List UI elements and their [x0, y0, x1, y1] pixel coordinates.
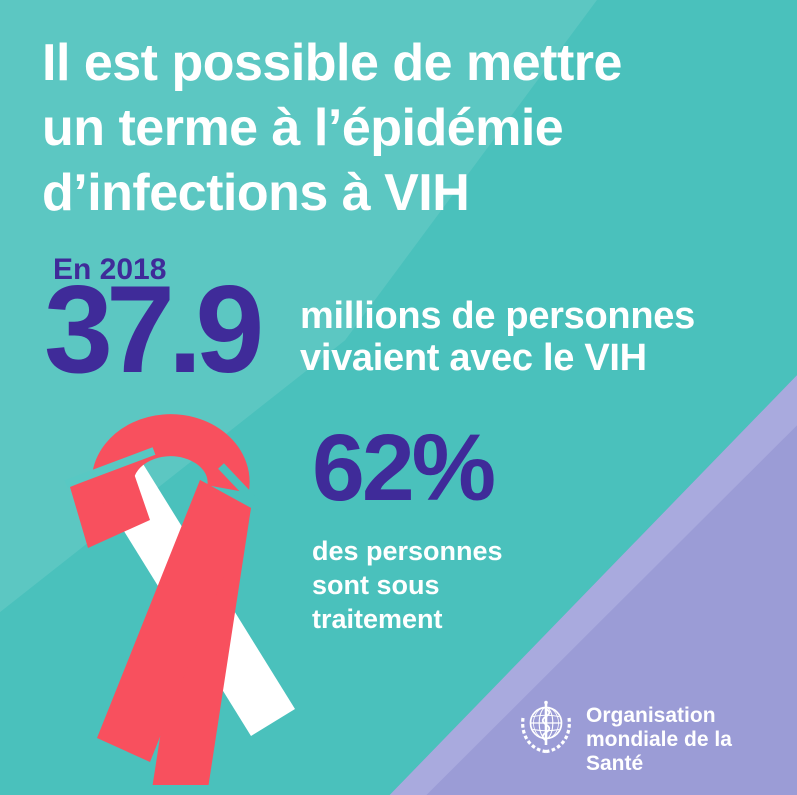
stat-treatment-label-line-1: des personnes	[312, 536, 503, 566]
who-org-name: Organisation mondiale de la Santé	[586, 704, 786, 776]
stat-hiv-total-label-line-1: millions de personnes	[300, 295, 695, 337]
title-line-3: d’infections à VIH	[42, 164, 470, 222]
title-line-2: un terme à l’épidémie	[42, 99, 564, 157]
stat-treatment-label-line-2: sont sous	[312, 570, 440, 600]
stat-treatment-label: des personnes sont sous traitement	[312, 534, 503, 636]
who-logo: Organisation mondiale de la Santé	[516, 697, 786, 775]
stat-treatment-value: 62%	[312, 415, 496, 521]
stat-hiv-total-label: millions de personnes vivaient avec le V…	[300, 295, 695, 379]
who-emblem-icon	[521, 700, 571, 754]
stat-hiv-total-label-line-2: vivaient avec le VIH	[300, 337, 647, 379]
who-org-name-line-1: Organisation	[586, 704, 716, 727]
page-title: Il est possible de mettre un terme à l’é…	[42, 31, 622, 226]
stat-hiv-total-value: 37.9	[44, 261, 264, 399]
who-org-name-line-2: mondiale de la Santé	[586, 728, 732, 775]
stat-treatment-label-line-3: traitement	[312, 604, 443, 634]
year-label: En 2018	[53, 253, 167, 286]
title-line-1: Il est possible de mettre	[42, 34, 622, 92]
aids-ribbon-icon	[64, 414, 295, 785]
